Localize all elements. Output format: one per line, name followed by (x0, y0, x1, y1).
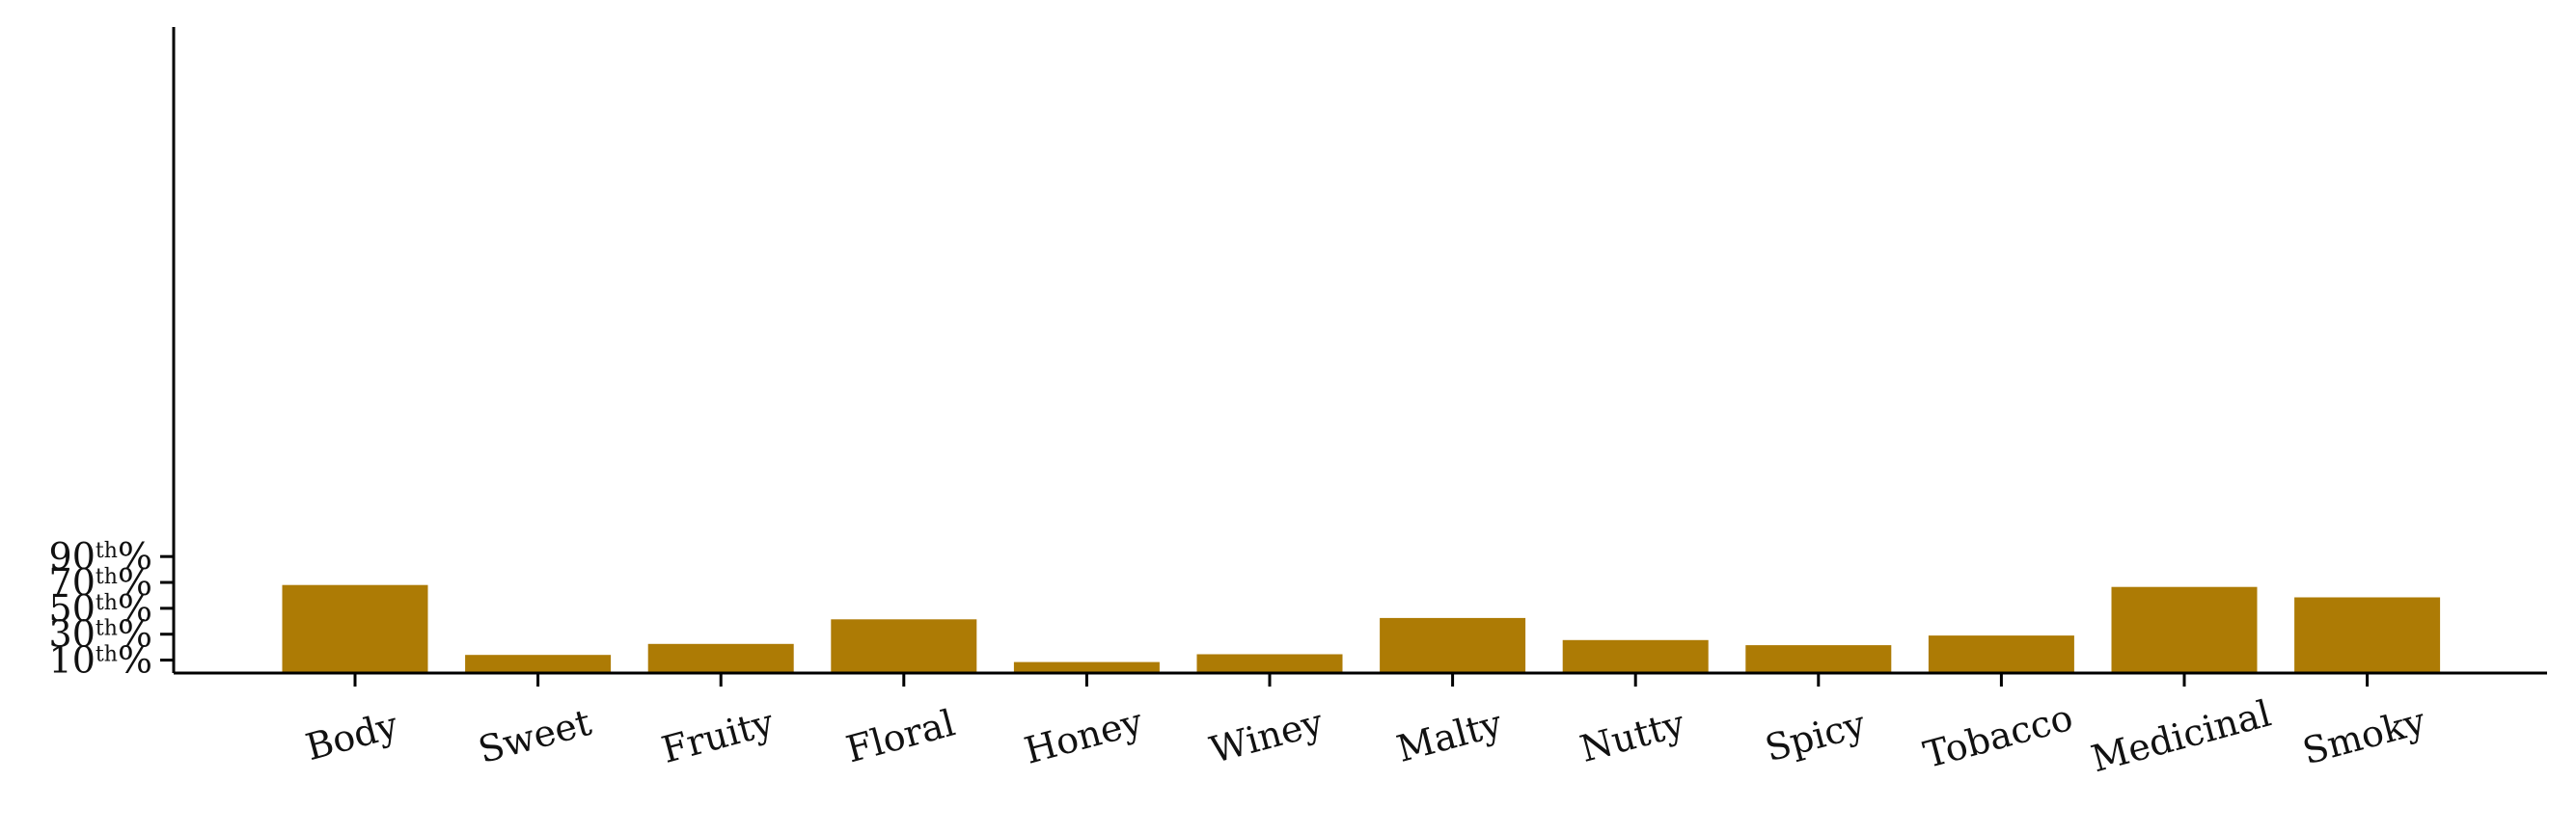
x-tick-label-smoky: Smoky (2298, 699, 2430, 772)
bar-floral (831, 619, 977, 673)
x-axis-ticks: Body Sweet Fruity Floral Honey Winey Malty Nutt… (301, 673, 2430, 780)
bar-malty (1380, 617, 1526, 673)
bars-layer (282, 584, 2441, 673)
bar-tobacco (1928, 635, 2074, 673)
bar-fruity (647, 643, 794, 673)
x-tick-label-sweet: Sweet (474, 701, 595, 771)
bar-medicinal (2111, 586, 2258, 673)
bar-honey (1013, 661, 1160, 673)
y-tick-label: 70th% (49, 561, 152, 604)
x-tick-label-spicy: Spicy (1761, 702, 1871, 769)
bar-body (282, 584, 428, 673)
bar-sweet (465, 655, 612, 673)
x-tick-label-tobacco: Tobacco (1919, 696, 2077, 776)
x-tick-label-honey: Honey (1020, 700, 1147, 772)
x-tick-label-fruity: Fruity (657, 701, 779, 771)
y-tick-label: 50th% (49, 587, 152, 630)
bar-smoky (2294, 597, 2441, 673)
bar-spicy (1745, 645, 1892, 673)
x-tick-label-winey: Winey (1205, 701, 1328, 771)
y-tick-label: 90th% (49, 535, 152, 578)
x-tick-label-malty: Malty (1392, 702, 1507, 770)
y-axis-ticks: 10th%30th%50th%70th%90th% (49, 535, 174, 682)
bar-nutty (1562, 639, 1709, 673)
x-tick-label-medicinal: Medicinal (2087, 692, 2275, 781)
x-tick-label-body: Body (301, 704, 402, 769)
bar-winey (1196, 654, 1343, 673)
y-tick-label: 10th% (49, 639, 152, 682)
x-tick-label-floral: Floral (842, 701, 960, 770)
y-tick-label: 30th% (49, 613, 152, 656)
x-tick-label-nutty: Nutty (1576, 702, 1689, 770)
